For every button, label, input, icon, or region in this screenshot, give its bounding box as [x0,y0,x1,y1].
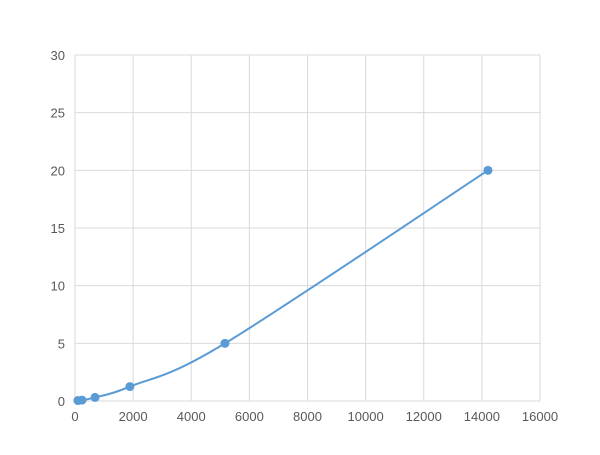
data-point [125,382,135,392]
x-tick-label: 2000 [119,409,148,424]
x-tick-label: 14000 [464,409,500,424]
data-point [77,395,87,405]
x-tick-label: 8000 [293,409,322,424]
y-tick-label: 30 [51,48,65,63]
x-tick-label: 4000 [177,409,206,424]
y-tick-label: 15 [51,221,65,236]
x-tick-label: 12000 [406,409,442,424]
x-tick-label: 0 [71,409,78,424]
y-tick-label: 25 [51,106,65,121]
y-tick-label: 20 [51,163,65,178]
x-tick-label: 10000 [348,409,384,424]
data-point [220,338,230,348]
data-point [90,392,100,402]
y-tick-label: 5 [58,336,65,351]
x-tick-label: 16000 [522,409,558,424]
y-tick-label: 0 [58,394,65,409]
data-point [483,165,493,175]
y-tick-label: 10 [51,279,65,294]
x-tick-label: 6000 [235,409,264,424]
